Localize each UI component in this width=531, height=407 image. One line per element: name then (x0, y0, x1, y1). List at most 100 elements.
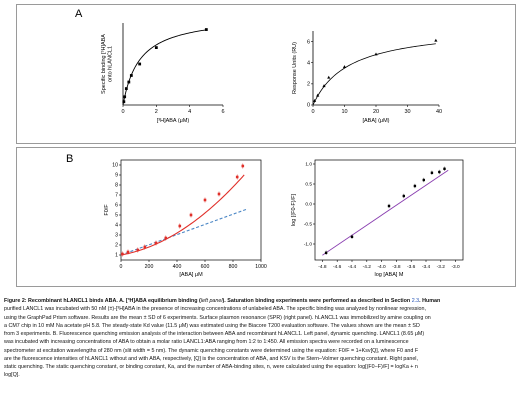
y-tick-label: 6 (307, 39, 310, 45)
y-axis-label: Specific binding [³H]ABAonto hLANCL1 (101, 34, 114, 94)
data-point (127, 80, 131, 84)
data-point (129, 74, 133, 77)
x-tick-label: -3.6 (407, 264, 416, 270)
y-tick-label: -0.5 (304, 222, 313, 228)
caption-line-8: are the fluorescence intensities of hLAN… (4, 355, 418, 362)
data-point (241, 164, 245, 168)
data-point (316, 93, 320, 97)
panel-a-plots: 0 2 4 6 [³H]ABA (μM) Specific binding [³H]ABA… (101, 23, 442, 124)
y-tick-label: 6 (115, 203, 118, 209)
linear-fit-dashed (120, 208, 248, 256)
data-point (189, 213, 193, 217)
y-tick-label: 9 (115, 173, 118, 179)
x-tick-label: 6 (221, 109, 224, 115)
caption-line-5: from 3 experiments. B. Fluorescence quen… (4, 331, 425, 337)
y-tick-label: 2 (115, 243, 118, 249)
caption-line-6: was incubated with increasing concentrat… (4, 339, 409, 346)
data-point (154, 46, 158, 49)
y-tick-label: 3 (115, 233, 118, 239)
x-tick-label: -4.8 (318, 264, 327, 270)
data-point (178, 224, 182, 228)
x-axis-label: [ABA] μM (179, 272, 203, 278)
caption-line-10: log[Q]. (4, 372, 20, 379)
x-tick-label: 200 (145, 264, 154, 270)
y-tick-label: 4 (115, 223, 118, 229)
x-axis-label: [ABA] (μM) (362, 118, 389, 124)
x-tick-label: -4.4 (348, 264, 357, 270)
y-axis-label-line: Specific binding [³H]ABA (101, 34, 107, 94)
x-tick-label: -4.0 (377, 264, 386, 270)
x-tick-label: 0 (311, 109, 314, 115)
data-point (126, 250, 130, 254)
y-axis-label-line: onto hLANCL1 (108, 46, 114, 82)
data-point (123, 95, 127, 99)
caption-title-rest: ). Saturation binding experiments were p… (222, 298, 412, 304)
data-point (312, 98, 317, 102)
chart-b-left: 0 200 400 600 800 1000 1 2 3 4 5 6 7 8 9 10 [ABA] μM F0/F (104, 159, 267, 278)
data-point (438, 170, 441, 174)
data-point (322, 84, 326, 88)
fit-curve (312, 43, 436, 106)
y-tick-label: 8 (115, 183, 118, 189)
linear-fit-line (322, 169, 449, 256)
y-tick-label: 0.0 (305, 202, 312, 208)
data-point (136, 248, 140, 252)
caption-line-2: purified LANCL1 was incubated with 50 nM… (4, 306, 426, 313)
fit-curve (122, 29, 207, 106)
chart-b-right: -4.8 -4.6 -4.4 -4.2 -4.0 -3.8 -3.6 -3.4 -3.2 -3.0… (291, 159, 464, 278)
data-point (235, 175, 239, 179)
x-tick-label: -3.2 (437, 264, 446, 270)
data-point (430, 171, 434, 174)
data-point (342, 65, 347, 69)
data-point (154, 241, 158, 245)
caption-line-1: Figure 2: Recombinant hLANCL1 binds ABA.… (4, 297, 526, 305)
y-tick-label: 0.5 (305, 182, 312, 188)
x-tick-label: 4 (188, 109, 191, 115)
x-axis-label: log [ABA] M (374, 272, 403, 278)
x-tick-label: 10 (341, 109, 347, 115)
panel-a-frame: A 0 2 4 6 [³H]ABA (μM) Specific binding [³H]A… (16, 4, 516, 144)
data-point (374, 52, 378, 56)
panel-b-frame: B 0 200 400 600 800 1000 1 2 3 4 5 6 7 8 9 10 [ABA] μM F0… (16, 147, 516, 287)
x-tick-label: 600 (201, 264, 210, 270)
plot-frame (120, 159, 262, 261)
data-point (402, 194, 405, 198)
x-tick-label: 2 (155, 109, 158, 115)
x-tick-label: -3.0 (451, 264, 460, 270)
data-point (413, 184, 417, 188)
data-point (138, 62, 142, 66)
data-point (164, 236, 168, 240)
data-point (217, 192, 221, 196)
y-tick-label: 0 (307, 103, 310, 109)
data-point (434, 38, 438, 42)
caption-left-panel: left panel (200, 298, 223, 304)
section-reference-link[interactable]: 2.3 (411, 298, 420, 304)
x-tick-label: 1000 (255, 264, 267, 270)
y-tick-label: 10 (112, 163, 118, 169)
y-tick-label: 1 (115, 253, 118, 259)
data-point (327, 75, 331, 79)
data-point (422, 178, 425, 182)
y-tick-label: 2 (307, 82, 310, 88)
y-tick-label: -1.0 (304, 242, 313, 248)
plot-frame (314, 159, 464, 261)
x-tick-label: 0 (121, 109, 124, 115)
y-tick-label: 1.0 (305, 162, 312, 168)
y-tick-label: 7 (115, 193, 118, 199)
panel-b-letter: B (66, 153, 74, 165)
caption-line-3: using the GraphPad Prism software. Resul… (4, 314, 431, 321)
x-tick-label: 0 (120, 264, 123, 270)
y-axis-label: log [(F0-F)/F] (291, 193, 297, 226)
x-tick-label: 800 (229, 264, 238, 270)
data-point (324, 251, 328, 254)
y-axis-label: F0/F (104, 204, 110, 216)
data-point (204, 28, 208, 31)
caption-line-9: static quenching. The static quenching c… (4, 364, 418, 370)
data-point (203, 198, 207, 202)
panel-b-plots: 0 200 400 600 800 1000 1 2 3 4 5 6 7 8 9 10 [ABA] μM F0/F… (104, 159, 464, 278)
caption-line-4: a CM7 chip in 10 mM Na acetate pH 5.8. T… (4, 322, 420, 329)
y-tick-label: 5 (115, 213, 118, 219)
y-axis-label: Response Units (RU) (292, 42, 298, 94)
caption-title: Figure 2: Recombinant hLANCL1 binds ABA.… (4, 298, 201, 304)
data-point (387, 204, 391, 208)
